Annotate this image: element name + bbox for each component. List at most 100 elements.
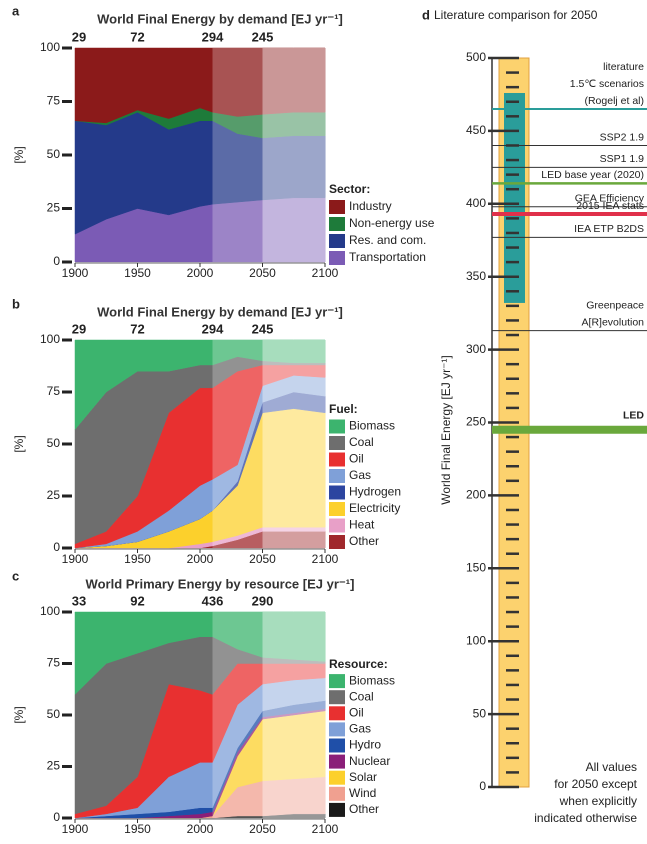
x-tick-label: 2050 — [249, 822, 276, 836]
x-tick-label: 1950 — [124, 266, 151, 280]
shaded-span — [262, 48, 325, 262]
total-label: 72 — [130, 321, 144, 336]
total-label: 245 — [252, 29, 274, 44]
y-tick-label: 0 — [479, 779, 486, 793]
y-tick-label: 50 — [47, 147, 61, 161]
note: for 2050 except — [554, 777, 637, 791]
total-label: 29 — [72, 321, 86, 336]
y-axis-label: [%] — [12, 146, 26, 163]
total-label: 72 — [130, 29, 144, 44]
legend-label: Biomass — [349, 673, 395, 687]
y-tick-label: 250 — [466, 415, 486, 429]
y-tick-label: 50 — [473, 706, 487, 720]
x-tick-label: 2100 — [312, 552, 339, 566]
y-axis-label: World Final Energy [EJ yr⁻¹] — [439, 355, 453, 504]
x-tick-label: 2050 — [249, 266, 276, 280]
legend-swatch — [329, 770, 345, 785]
legend-label: Coal — [349, 689, 374, 703]
y-tick-label: 300 — [466, 342, 486, 356]
shaded-span — [212, 612, 263, 818]
y-tick-label: 450 — [466, 123, 486, 137]
chart-title: Literature comparison for 2050 — [434, 8, 598, 22]
y-tick-label: 75 — [47, 94, 61, 108]
x-tick-label: 2000 — [187, 552, 214, 566]
y-tick-label: 500 — [466, 50, 486, 64]
shaded-span — [212, 340, 263, 548]
legend-label: Transportation — [349, 250, 426, 264]
legend-label: Solar — [349, 770, 377, 784]
x-tick-label: 2100 — [312, 822, 339, 836]
legend-label: Heat — [349, 518, 375, 532]
x-tick-label: 2100 — [312, 266, 339, 280]
reference-label: LED base year (2020) — [541, 169, 644, 181]
x-tick-label: 1950 — [124, 822, 151, 836]
legend-swatch — [329, 452, 345, 467]
y-axis-label: [%] — [12, 706, 26, 723]
shaded-span — [262, 612, 325, 818]
legend-swatch — [329, 674, 345, 689]
total-label: 436 — [202, 593, 224, 608]
legend-label: Biomass — [349, 419, 395, 433]
legend-label: Oil — [349, 452, 364, 466]
legend-swatch — [329, 786, 345, 801]
reference-label: 1.5℃ scenarios — [570, 78, 644, 90]
legend-label: Wind — [349, 786, 376, 800]
y-tick-label: 0 — [53, 540, 60, 554]
legend-label: Electricity — [349, 501, 400, 515]
y-tick-label: 50 — [47, 707, 61, 721]
panel-letter: c — [12, 568, 19, 583]
x-tick-label: 1950 — [124, 552, 151, 566]
note: All values — [586, 760, 637, 774]
reference-label: 2015 IEA stats — [576, 200, 644, 212]
legend-label: Hydro — [349, 738, 381, 752]
reference-label: (Rogelj et al) — [584, 95, 644, 107]
total-label: 245 — [252, 321, 274, 336]
legend-swatch — [329, 234, 345, 248]
legend-title: Fuel: — [329, 402, 358, 416]
panel-letter: b — [12, 296, 20, 311]
y-tick-label: 350 — [466, 269, 486, 283]
note: when explicitly — [559, 794, 637, 808]
y-tick-label: 200 — [466, 488, 486, 502]
y-tick-label: 0 — [53, 810, 60, 824]
legend-label: Other — [349, 534, 379, 548]
x-tick-label: 2000 — [187, 266, 214, 280]
y-axis-label: [%] — [12, 435, 26, 452]
panel-letter: a — [12, 3, 20, 18]
legend-swatch — [329, 251, 345, 265]
legend-swatch — [329, 754, 345, 769]
chart-title: World Primary Energy by resource [EJ yr⁻… — [86, 576, 355, 591]
legend-swatch — [329, 200, 345, 214]
y-tick-label: 75 — [47, 656, 61, 670]
x-tick-label: 2000 — [187, 822, 214, 836]
y-tick-label: 150 — [466, 560, 486, 574]
legend-label: Industry — [349, 199, 392, 213]
legend-swatch — [329, 802, 345, 817]
y-tick-label: 400 — [466, 196, 486, 210]
legend-label: Coal — [349, 435, 374, 449]
legend-label: Oil — [349, 705, 364, 719]
total-label: 294 — [202, 321, 224, 336]
shaded-span — [212, 48, 263, 262]
legend-label: Hydrogen — [349, 485, 401, 499]
x-tick-label: 1900 — [62, 552, 89, 566]
legend-label: Other — [349, 802, 379, 816]
y-tick-label: 100 — [466, 633, 486, 647]
legend-swatch — [329, 706, 345, 721]
y-tick-label: 100 — [40, 604, 60, 618]
reference-label: literature — [603, 61, 644, 73]
y-tick-label: 100 — [40, 40, 60, 54]
x-tick-label: 2050 — [249, 552, 276, 566]
reference-label: SSP2 1.9 — [600, 131, 645, 143]
reference-label: Greenpeace — [586, 299, 644, 311]
reference-label: LED — [623, 410, 644, 422]
legend-swatch — [329, 722, 345, 737]
y-tick-label: 75 — [47, 384, 61, 398]
legend-title: Sector: — [329, 182, 370, 196]
total-label: 33 — [72, 593, 86, 608]
legend-swatch — [329, 217, 345, 231]
total-label: 294 — [202, 29, 224, 44]
chart-title: World Final Energy by demand [EJ yr⁻¹] — [97, 304, 343, 319]
reference-label: GEA Efficiency — [575, 192, 645, 204]
